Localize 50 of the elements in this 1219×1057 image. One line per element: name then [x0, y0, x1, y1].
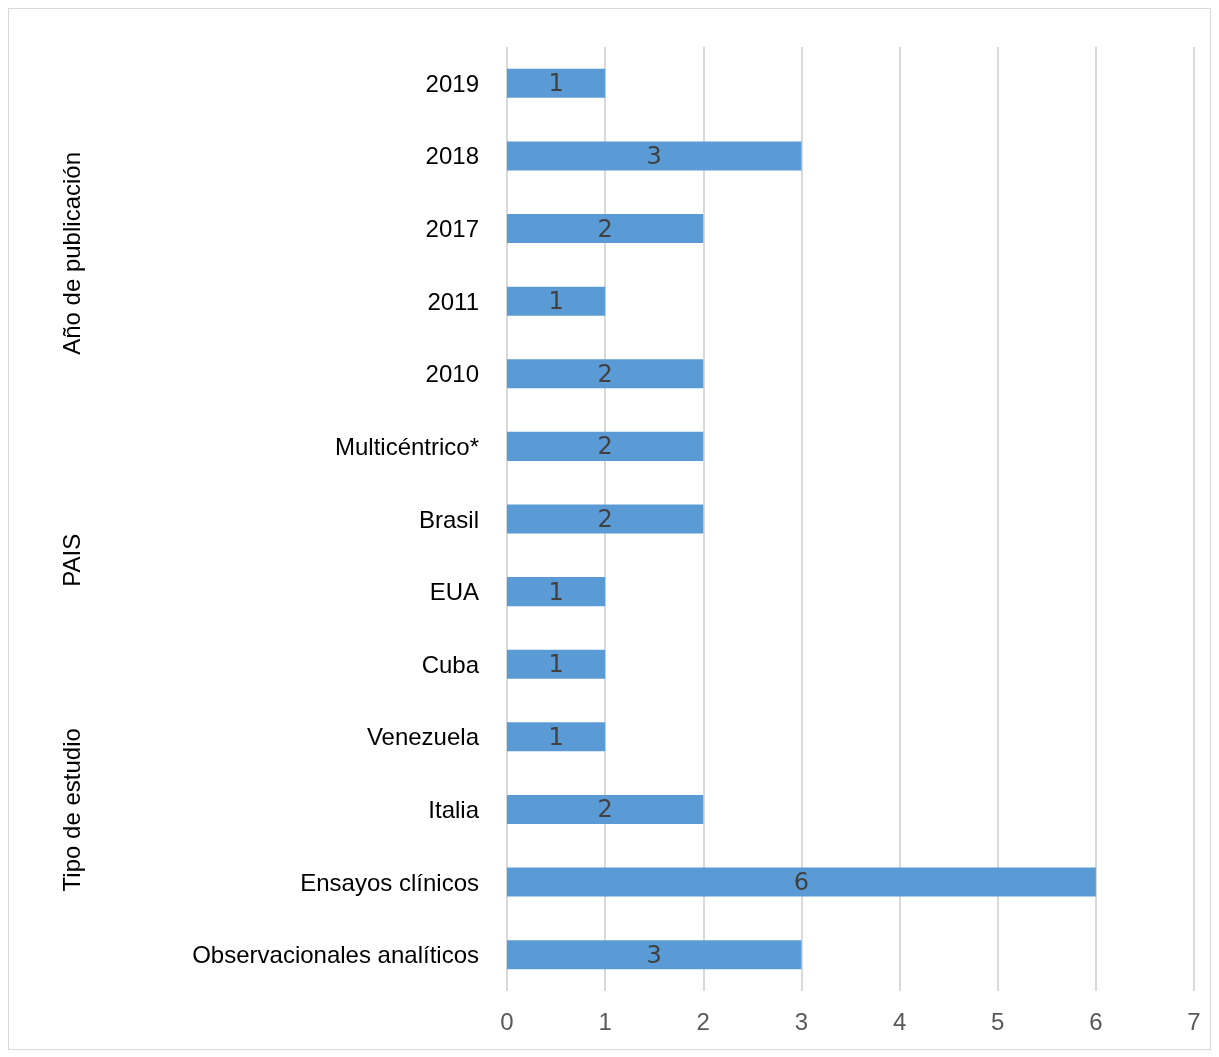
bar	[507, 431, 704, 461]
data-label: 6	[793, 868, 810, 897]
x-tick-label: 7	[1187, 1007, 1201, 1035]
text: Tipo de estudio	[57, 728, 85, 892]
y-tick-label: Multicéntrico*	[334, 432, 479, 460]
bar	[507, 68, 606, 98]
data-label: 3	[646, 940, 662, 969]
x-tick-label: 4	[892, 1007, 907, 1035]
x-tick-label: 2	[696, 1007, 710, 1035]
y-tick-label: 2011	[427, 287, 479, 315]
y-tick-label: Ensayos clínicos	[300, 868, 479, 896]
data-label: 1	[548, 650, 564, 679]
y-tick-label: Cuba	[421, 650, 480, 678]
bar	[507, 649, 606, 679]
bar	[507, 286, 606, 316]
data-label: 2	[597, 795, 613, 824]
bar	[507, 504, 704, 534]
x-tick-label: 6	[1089, 1007, 1103, 1035]
data-label: 2	[597, 432, 613, 461]
data-label: 1	[548, 577, 564, 606]
y-tick-label: 2018	[425, 142, 479, 170]
data-label: 1	[548, 722, 564, 751]
x-tick-label: 5	[991, 1007, 1005, 1035]
bar	[507, 577, 606, 607]
bar	[507, 940, 802, 970]
x-tick-label: 0	[500, 1007, 514, 1035]
x-tick-label: 1	[598, 1007, 612, 1035]
text: Año de publicación	[57, 151, 85, 355]
y-tick-label: 2017	[425, 215, 479, 243]
x-tick-label: 3	[794, 1007, 809, 1035]
data-label: 1	[548, 69, 564, 98]
y-tick-label: EUA	[429, 578, 479, 606]
data-label: 2	[597, 359, 613, 388]
data-label: 2	[597, 505, 613, 533]
bar	[507, 141, 802, 171]
data-label: 2	[597, 214, 613, 243]
y-tick-label: 2010	[425, 360, 479, 388]
y-tick-label: Venezuela	[366, 723, 480, 751]
data-label: 3	[646, 141, 662, 170]
bar	[507, 359, 704, 389]
text: PAIS	[57, 533, 85, 587]
y-tick-label: Italia	[428, 795, 480, 823]
data-label: 1	[548, 287, 564, 316]
y-tick-label: Observacionales analíticos	[192, 941, 479, 969]
bar	[507, 214, 704, 244]
y-tick-label: 2019	[425, 69, 479, 97]
y-tick-label: Brasil	[418, 505, 479, 533]
bar	[507, 722, 606, 752]
bar	[507, 794, 704, 824]
bar	[507, 867, 1096, 897]
